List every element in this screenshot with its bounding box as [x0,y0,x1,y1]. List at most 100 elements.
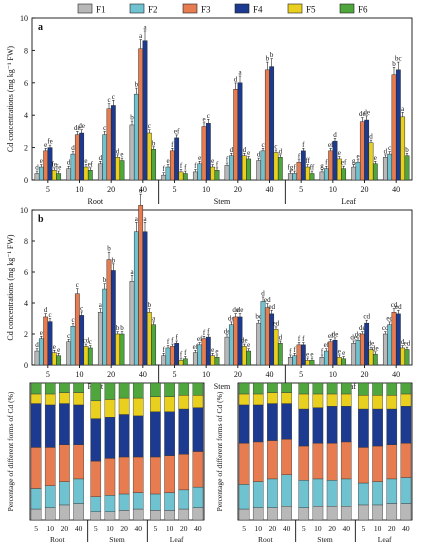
significance-letter: f [163,346,166,354]
significance-letter: fe [47,138,52,146]
bar-f3 [201,338,207,366]
stack-segment-f6 [358,382,369,396]
group-label-stem: Stem [214,382,231,391]
significance-letter: d [35,341,39,349]
stack-segment-f6 [238,382,250,395]
stack-segment-f3 [104,458,116,496]
stack-segment-f2 [132,492,144,510]
bar-f2 [387,153,393,181]
significance-letter: a [152,314,156,322]
significance-letter: a [130,268,134,276]
significance-letter: ff [305,157,310,165]
stack-segment-f2 [150,493,161,511]
significance-letter: ef [88,160,94,168]
panel-a: 0 2 4 6 8 10 Cd concentrations (mg kg⁻¹ FW) a 5 d… [6,14,413,206]
stack-segment-f4 [386,408,398,445]
significance-letter: d [369,133,373,141]
significance-letter: f [171,141,174,149]
stack-segment-f5 [326,393,338,407]
bar-f3 [106,108,112,181]
bar-f5 [336,357,342,366]
x-tick-label: 5 [34,524,38,533]
bar-f6 [372,353,378,366]
legend-label-f2: F2 [148,5,158,15]
bar-f3 [106,259,112,366]
plot-frame [29,382,205,521]
y-tick-label: 0 [24,361,28,370]
stack-segment-f1 [372,504,383,521]
x-tick-label: 20 [328,524,336,533]
x-tick-label: 10 [47,524,55,533]
bar-f3 [233,316,239,366]
bar-f2 [197,344,203,366]
plot-frame [31,209,413,366]
bar-f3 [264,307,270,366]
stack-segment-f5 [132,397,144,417]
stack-segment-f6 [340,382,352,395]
significance-letter: d [401,338,405,346]
significance-letter: f [167,338,170,346]
bar-f4 [110,270,116,366]
significance-letter: f [321,347,324,355]
bar-f1 [161,174,167,181]
x-tick-label: 5 [46,185,50,194]
bar-f4 [395,313,401,366]
significance-letter: de [368,340,375,348]
significance-letter: b [148,301,152,309]
significance-letter: de [359,110,366,118]
significance-letter: f [302,335,305,343]
stack-segment-f3 [238,443,250,485]
bar-f3 [359,121,365,181]
x-tick-label: 5 [242,524,246,533]
x-tick-label: 5 [173,370,177,379]
x-tick-label: 10 [76,370,84,379]
y-tick-label: 4 [24,111,28,120]
bar-f3 [328,150,334,181]
bar-f3 [233,89,239,181]
stack-segment-f3 [312,443,324,480]
stack-segment-f5 [73,392,84,406]
significance-letter: fe [56,164,61,172]
x-tick-label: 5 [299,370,303,379]
stack-segment-f6 [252,382,264,395]
bar-f6 [56,355,62,366]
stack-segment-f1 [178,508,190,521]
bar-f6 [151,324,157,366]
significance-letter: ff [310,164,315,172]
bar-f1 [256,160,262,181]
significance-letter: f [226,155,229,163]
significance-letter: d [44,306,48,314]
y-tick-label: 2 [24,144,28,153]
bar-f6 [246,350,252,366]
significance-letter: d [35,164,39,172]
x-tick-label: 20 [388,524,396,533]
stack-segment-f1 [386,503,398,521]
significance-letter: b [130,114,134,122]
x-tick-label: 40 [343,524,351,533]
stack-segment-f5 [267,392,278,404]
significance-letter: de [241,337,248,345]
bar-f3 [391,74,397,181]
panel-d: Percentage of different forms of Cd (%)d… [215,382,413,544]
stack-segment-f3 [298,445,310,481]
stack-segment-f5 [118,397,130,415]
bar-f6 [277,157,283,181]
stack-segment-f5 [192,395,204,408]
bar-f2 [133,231,139,366]
x-tick-label: 20 [107,370,115,379]
significance-letter: de [237,306,244,314]
bar-f2 [387,324,393,366]
stack-segment-f5 [281,392,292,404]
x-tick-label: 5 [173,185,177,194]
x-tick-label: 10 [202,370,210,379]
stack-segment-f6 [192,382,204,396]
x-tick-label: 10 [106,524,114,533]
x-tick-label: 10 [314,524,322,533]
bar-f4 [47,321,53,366]
stack-segment-f3 [59,444,70,482]
x-tick-label: 20 [120,524,128,533]
significance-letter: c [103,124,106,132]
bar-f6 [404,155,410,181]
stack-segment-f5 [90,400,102,419]
bar-f1 [34,173,40,181]
